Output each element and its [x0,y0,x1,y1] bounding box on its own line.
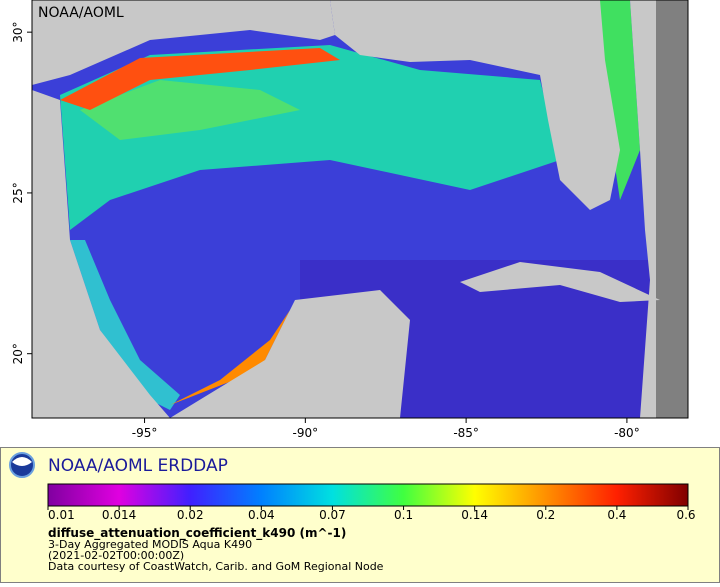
colorbar-tick-label: 0.014 [102,508,136,522]
shelf-water [80,80,300,140]
colorbar [47,483,689,507]
colorbar-ticks: 0.01 0.014 0.02 0.04 0.07 0.1 0.14 0.2 0.4 0.6 [47,506,696,522]
land-us [330,0,620,210]
map-frame [31,0,689,419]
time-label: (2021-02-02T00:00:00Z) [48,549,184,562]
land-florida-east [630,0,656,418]
colorbar-tick-label: 0.2 [536,508,555,522]
legend-title: NOAA/AOML ERDDAP [48,456,228,476]
coastal-water [70,240,180,410]
variable-name: diffuse_attenuation_coefficient_k490 (m^… [48,526,346,541]
colorbar-tick-label: 0.04 [248,508,275,522]
colorbar-tick-label: 0.6 [676,508,695,522]
x-tick-label: -80° [614,426,640,440]
y-tick-label: 30° [11,22,25,43]
coastal-water [60,48,340,110]
y-tick-label: 25° [11,182,25,203]
credit: Data courtesy of CoastWatch, Carib. and … [48,560,384,573]
y-tick-label: 20° [11,343,25,364]
land-cuba [460,262,660,302]
colorbar-tick-label: 0.1 [394,508,413,522]
land-mexico [32,90,170,418]
colorbar-tick-label: 0.02 [177,508,204,522]
colorbar-tick-label: 0.07 [319,508,346,522]
no-data-strip [656,0,688,418]
map: NOAA/AOML [31,0,689,419]
noaa-logo [9,452,35,478]
colorbar-tick-label: 0.01 [48,508,75,522]
colorbar-tick-label: 0.4 [607,508,626,522]
x-tick-label: -95° [132,426,158,440]
coastal-water [170,310,290,405]
x-tick-label: -90° [293,426,319,440]
dataset-name: 3-Day Aggregated MODIS Aqua K490 [48,538,252,551]
map-source: NOAA/AOML [38,5,124,21]
axes: -95° -90° -85° -80° 20° 25° 30° [11,22,640,440]
colorbar-tick-label: 0.14 [461,508,488,522]
land-us [32,0,335,85]
x-tick-label: -85° [453,426,479,440]
land-yucatan [170,290,410,418]
